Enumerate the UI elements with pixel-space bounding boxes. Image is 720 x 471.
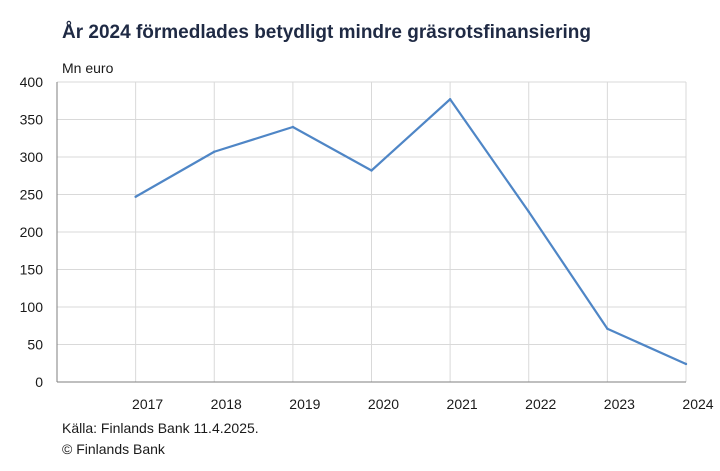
x-tick-label: 2024 bbox=[682, 396, 713, 412]
chart-title: År 2024 förmedlades betydligt mindre grä… bbox=[62, 22, 591, 43]
data-point bbox=[606, 327, 609, 330]
x-tick-labels: 2017 2018 2019 2020 2021 2022 2023 2024 bbox=[132, 396, 714, 412]
x-tick-label: 2023 bbox=[604, 396, 635, 412]
x-tick-label: 2019 bbox=[289, 396, 320, 412]
y-tick-label: 200 bbox=[20, 224, 44, 240]
y-tick-label: 400 bbox=[20, 74, 44, 90]
y-tick-label: 350 bbox=[20, 112, 44, 128]
x-tick-label: 2020 bbox=[368, 396, 399, 412]
y-axis-label: Mn euro bbox=[62, 60, 114, 76]
x-tick-label: 2018 bbox=[211, 396, 242, 412]
gridlines bbox=[57, 81, 687, 382]
source-note: Källa: Finlands Bank 11.4.2025. bbox=[62, 420, 259, 436]
data-point bbox=[291, 125, 295, 129]
data-point bbox=[134, 195, 137, 198]
series-group bbox=[134, 98, 688, 366]
x-tick-label: 2022 bbox=[525, 396, 556, 412]
copyright-note: © Finlands Bank bbox=[62, 441, 165, 457]
y-tick-label: 150 bbox=[20, 262, 44, 278]
data-point bbox=[370, 169, 373, 172]
axes bbox=[56, 82, 686, 383]
y-tick-label: 100 bbox=[20, 299, 44, 315]
data-point bbox=[527, 210, 530, 213]
chart-footer: Källa: Finlands Bank 11.4.2025. © Finlan… bbox=[62, 418, 259, 460]
y-tick-labels: 0 50 100 150 200 250 300 350 400 bbox=[20, 74, 44, 390]
x-tick-label: 2021 bbox=[447, 396, 478, 412]
y-tick-label: 50 bbox=[27, 337, 43, 353]
y-tick-label: 0 bbox=[35, 374, 43, 390]
data-point bbox=[684, 362, 688, 366]
x-tick-label: 2017 bbox=[132, 396, 163, 412]
series-line bbox=[135, 98, 687, 366]
y-tick-label: 250 bbox=[20, 187, 44, 203]
data-point bbox=[213, 150, 216, 153]
y-tick-label: 300 bbox=[20, 149, 44, 165]
data-point bbox=[448, 98, 452, 101]
